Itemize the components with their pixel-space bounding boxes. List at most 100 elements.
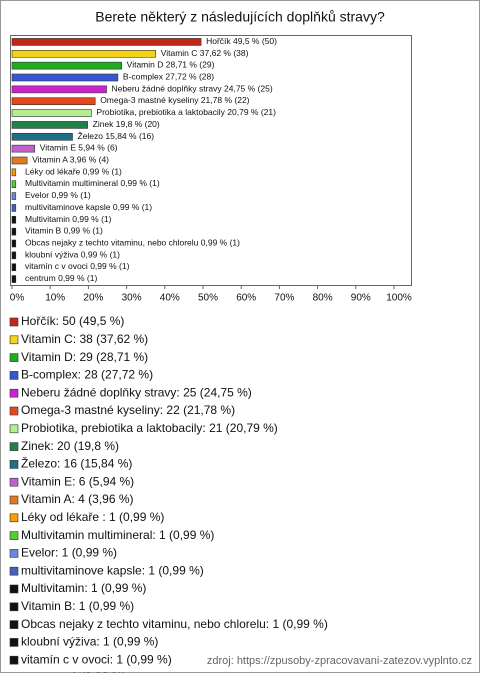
- legend-swatch: [9, 317, 19, 327]
- legend-label: kloubní výživa: 1 (0,99 %): [21, 635, 158, 649]
- bar: [11, 121, 88, 129]
- legend-swatch: [9, 424, 19, 434]
- bar-label-value: 27,72 % (28): [165, 72, 214, 82]
- x-tick-label: 30%: [122, 293, 142, 304]
- x-tick-label: 10%: [45, 293, 65, 304]
- bar: [11, 215, 17, 224]
- x-tick-label: 70%: [274, 293, 294, 304]
- bar-label-value: 0,99 % (1): [201, 238, 240, 248]
- x-tick-label: 50%: [198, 293, 218, 304]
- legend-swatch: [9, 549, 19, 558]
- x-tick-label: 100%: [386, 293, 412, 304]
- x-tick-label: 20%: [83, 293, 103, 304]
- bar: [11, 49, 157, 58]
- bar-label-category: Omega-3 mastné kyseliny: [100, 95, 199, 105]
- bar-label-category: Zinek: [93, 119, 115, 129]
- legend-label: Vitamin C: 38 (37,62 %): [21, 332, 148, 346]
- bar: [11, 85, 107, 94]
- bar-label-category: Vitamin D: [127, 60, 164, 70]
- bar-label: B-complex 27,72 % (28): [123, 72, 214, 82]
- legend-swatch: [9, 638, 19, 647]
- bar: [11, 275, 17, 283]
- bar-label-value: 0,99 % (1): [51, 190, 90, 200]
- bar-label-value: 0,99 % (1): [120, 178, 159, 188]
- legend-label: Multivitamin: 1 (0,99 %): [21, 581, 146, 595]
- bar: [11, 156, 28, 165]
- bar-label-value: 37,62 % (38): [200, 48, 249, 58]
- bar-label: Multivitamin 0,99 % (1): [25, 214, 112, 224]
- legend-label: Neberu žádné doplňky stravy: 25 (24,75 %…: [21, 385, 252, 399]
- bar: [11, 263, 17, 272]
- bar-label: Železo 15,84 % (16): [78, 131, 155, 141]
- legend-label: Probiotika, prebiotika a laktobacily: 21…: [21, 421, 278, 435]
- legend-swatch: [9, 371, 19, 380]
- bar: [11, 144, 35, 153]
- legend-swatch: [9, 513, 19, 523]
- bar-label-category: Neberu žádné doplňky stravy: [112, 84, 223, 94]
- legend-label: Obcas nejaky z techto vitaminu, nebo chl…: [21, 617, 328, 631]
- bar-label: Zinek 19,8 % (20): [93, 119, 160, 129]
- bar-label: Obcas nejaky z techto vitaminu, nebo chl…: [25, 238, 240, 248]
- bar-label-value: 20,79 % (21): [227, 107, 276, 117]
- legend-label: Multivitamin multimineral: 1 (0,99 %): [21, 528, 214, 542]
- legend-label: Hořčík: 50 (49,5 %): [21, 314, 124, 328]
- bar-label: kloubní výživa 0,99 % (1): [25, 250, 120, 260]
- bar: [11, 192, 17, 200]
- bar-label: Neberu žádné doplňky stravy 24,75 % (25): [112, 84, 273, 94]
- bar-label-category: vitamín c v ovoci: [25, 261, 88, 271]
- x-tick-label: 60%: [236, 293, 256, 304]
- bar: [11, 180, 17, 189]
- bar-label-value: 5,94 % (6): [78, 143, 117, 153]
- bar-label-value: 0,99 % (1): [83, 167, 122, 177]
- bar-label-value: 28,71 % (29): [166, 60, 215, 70]
- bar-label: Vitamin E 5,94 % (6): [40, 143, 118, 153]
- bar-label-category: Vitamin B: [25, 226, 62, 236]
- bar-label-value: 0,99 % (1): [113, 202, 152, 212]
- bar-label: Vitamin C 37,62 % (38): [161, 48, 249, 58]
- legend-swatch: [9, 584, 19, 594]
- bar: [11, 73, 119, 82]
- chart-title: Berete některý z následujících doplňků s…: [95, 9, 385, 25]
- legend-label: Vitamin B: 1 (0,99 %): [21, 599, 134, 613]
- bar-label-value: 15,84 % (16): [105, 131, 154, 141]
- x-tick-label: 40%: [160, 293, 180, 304]
- legend-swatch: [9, 655, 19, 665]
- legend-label: Vitamin A: 4 (3,96 %): [21, 492, 134, 506]
- legend-swatch: [9, 388, 19, 398]
- legend-label: Zinek: 20 (19,8 %): [21, 439, 119, 453]
- bar-label-category: centrum: [25, 273, 56, 283]
- bar: [11, 168, 17, 177]
- legend-swatch: [9, 566, 19, 576]
- x-tick-label: 0%: [10, 293, 25, 304]
- bar: [11, 227, 17, 236]
- bar-label-category: B-complex: [123, 72, 164, 82]
- legend-swatch: [9, 335, 19, 345]
- bar: [11, 251, 17, 260]
- bar-label: Vitamin B 0,99 % (1): [25, 226, 103, 236]
- legend-swatch: [9, 620, 19, 629]
- legend-swatch: [9, 442, 19, 451]
- legend-label: Evelor: 1 (0,99 %): [21, 546, 117, 560]
- bar-label: Hořčík 49,5 % (50): [206, 36, 277, 46]
- bar-label: vitamín c v ovoci 0,99 % (1): [25, 261, 130, 271]
- bar-label-category: Multivitamin multimineral: [25, 178, 118, 188]
- legend-label: Vitamin D: 29 (28,71 %): [21, 350, 148, 364]
- bar: [11, 239, 17, 248]
- bar-label: Evelor 0,99 % (1): [25, 190, 91, 200]
- bar-label-value: 21,78 % (22): [201, 95, 250, 105]
- bar-label-category: Vitamin E: [40, 143, 77, 153]
- legend-label: B-complex: 28 (27,72 %): [21, 368, 153, 382]
- bar-label-category: Vitamin A: [32, 155, 68, 165]
- bar-label-category: Železo: [78, 131, 104, 141]
- bar-label: Léky od lékaře 0,99 % (1): [25, 167, 122, 177]
- legend-label: multivitaminove kapsle: 1 (0,99 %): [21, 563, 204, 577]
- bar-label-category: Evelor: [25, 190, 49, 200]
- bar: [11, 109, 92, 117]
- bar-label: Vitamin A 3,96 % (4): [32, 155, 109, 165]
- bar-label-value: 0,99 % (1): [64, 226, 103, 236]
- bar-label-value: 0,99 % (1): [58, 273, 97, 283]
- bar: [11, 38, 202, 46]
- bar-label-category: Hořčík: [206, 36, 231, 46]
- bar-label: centrum 0,99 % (1): [25, 273, 97, 283]
- x-tick-label: 80%: [313, 293, 333, 304]
